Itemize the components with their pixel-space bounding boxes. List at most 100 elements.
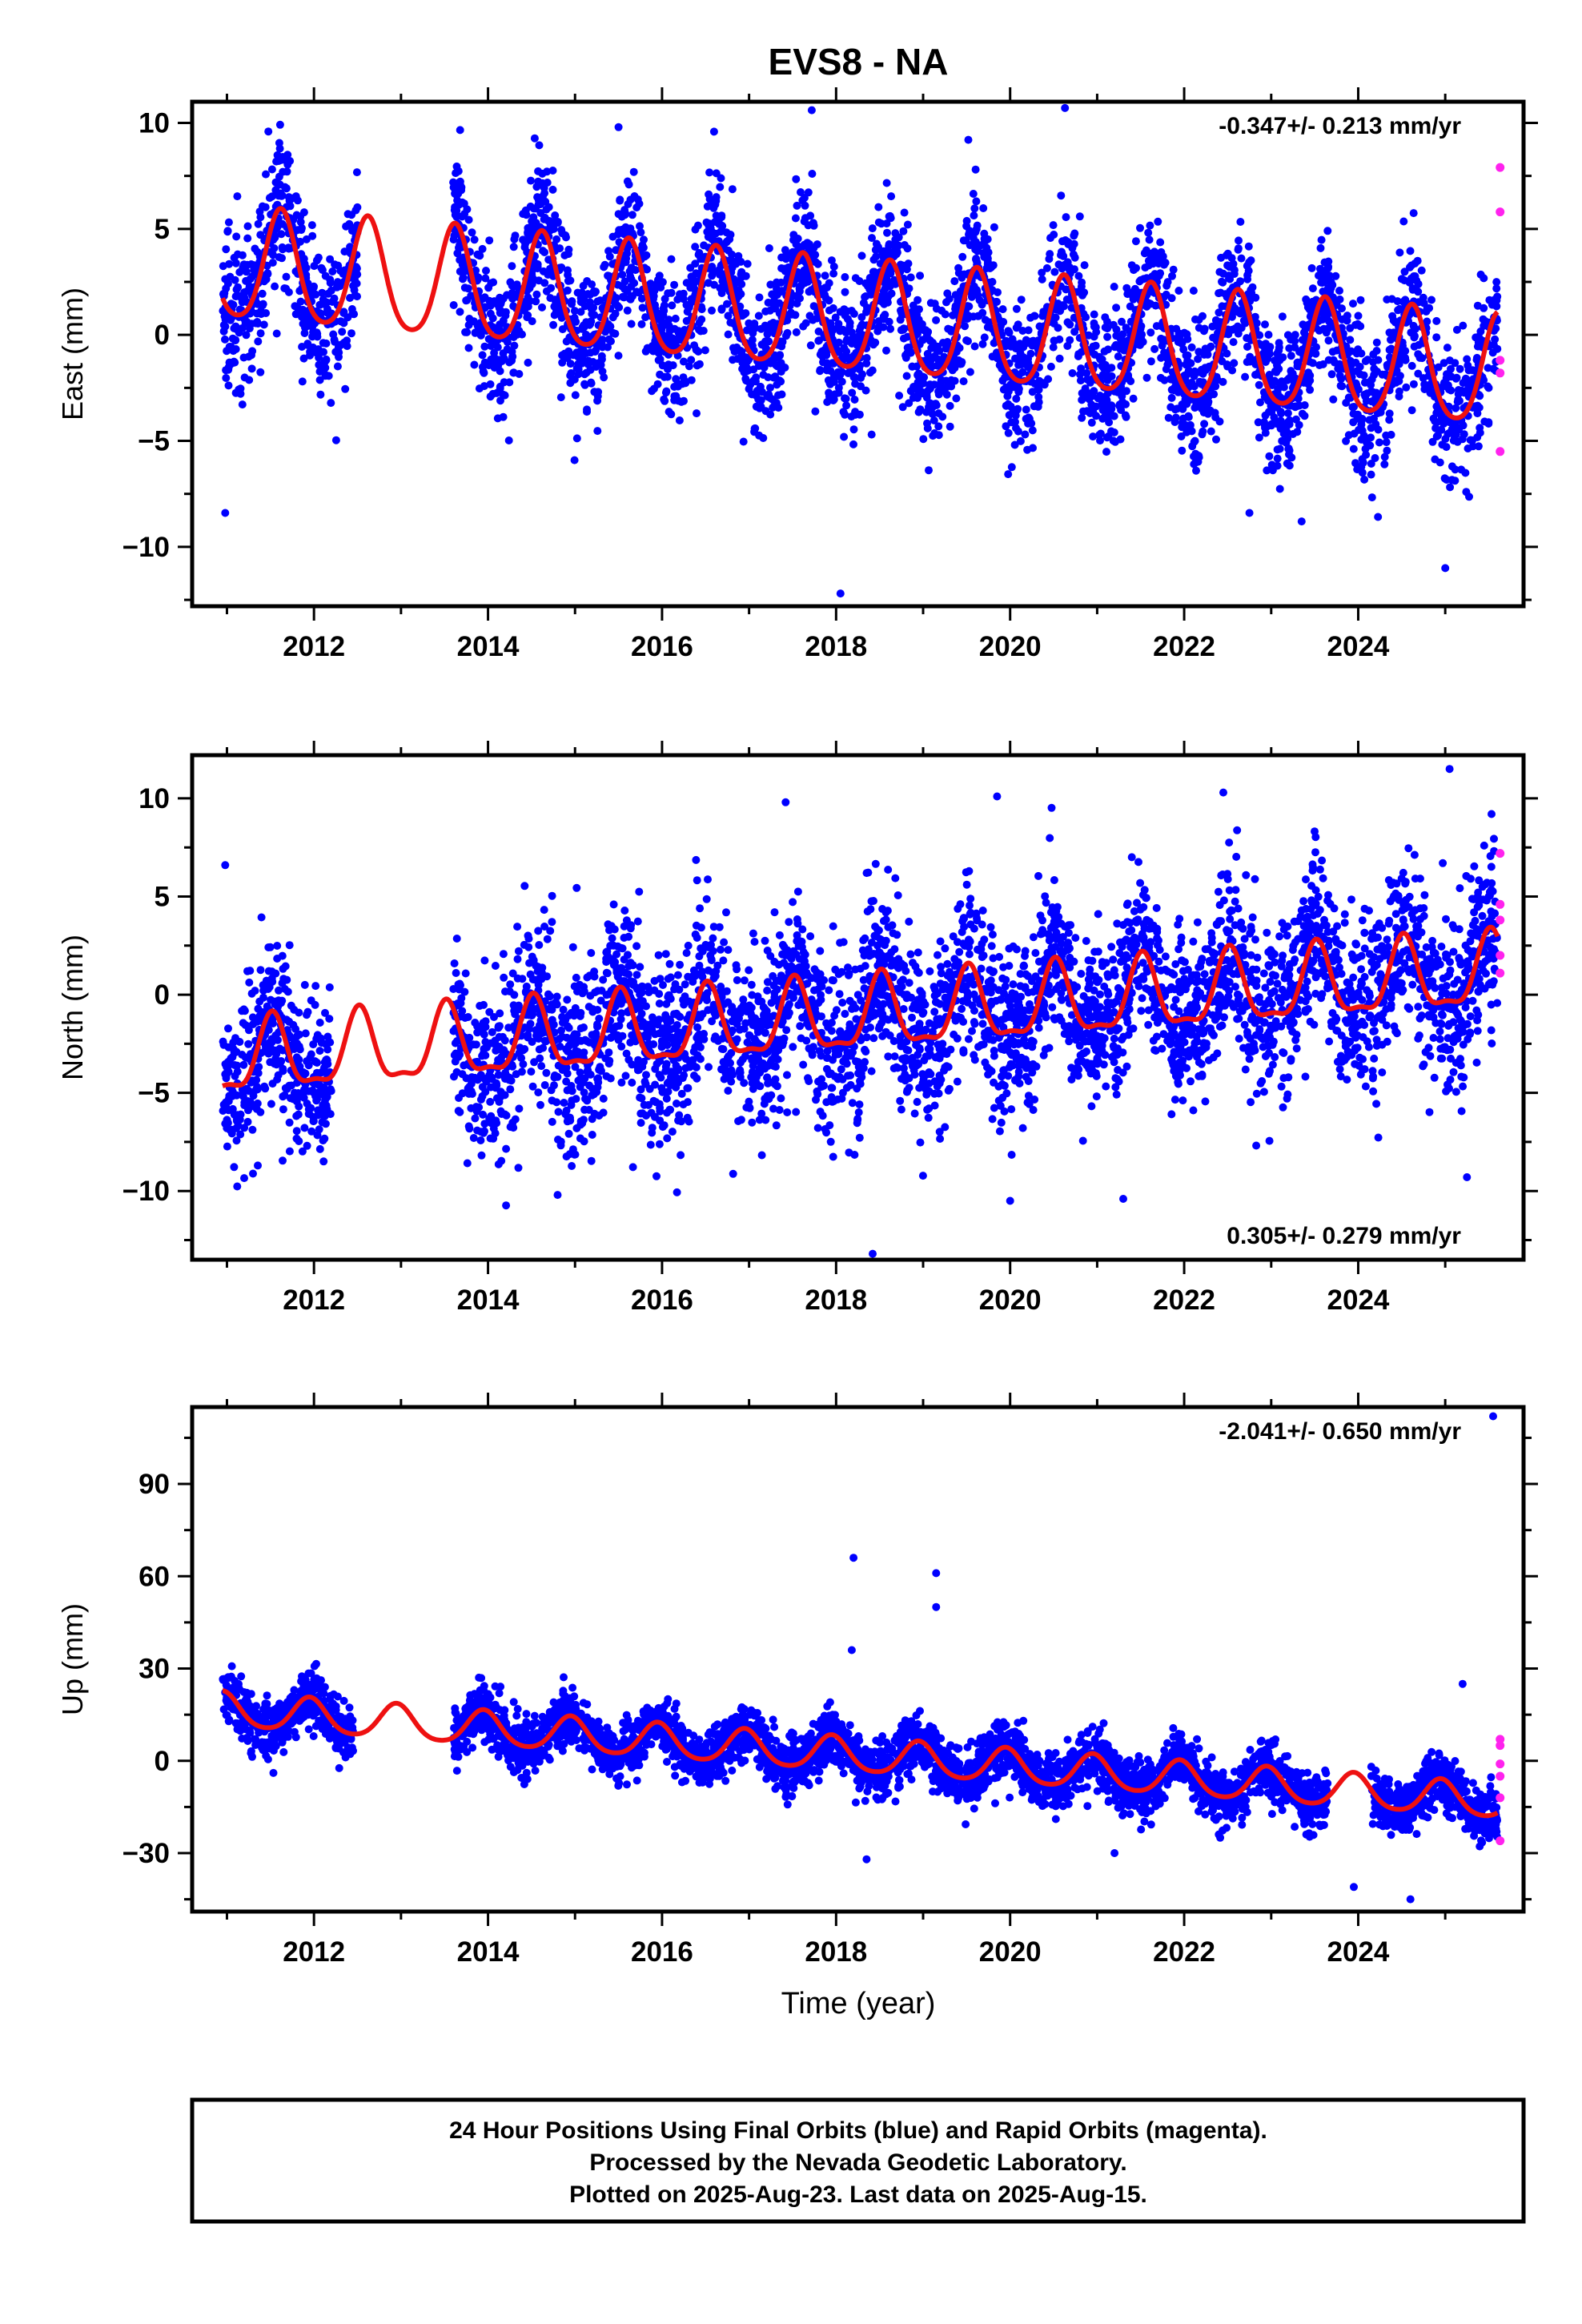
east-final-point (1011, 417, 1019, 426)
east-final-point (999, 318, 1008, 326)
east-final-point (547, 283, 556, 292)
east-final-point (934, 390, 943, 399)
north-final-point (248, 1125, 257, 1134)
east-final-point (1324, 336, 1333, 345)
east-final-point (821, 271, 829, 280)
east-final-point (1372, 338, 1381, 347)
east-final-point (1407, 406, 1416, 415)
east-final-point (1388, 312, 1397, 320)
east-final-point (764, 373, 773, 382)
east-final-point (1130, 284, 1139, 293)
east-final-point (515, 370, 524, 378)
east-final-point (861, 292, 870, 300)
east-final-point (243, 260, 251, 269)
east-final-point (998, 376, 1007, 385)
east-final-point (773, 278, 781, 287)
east-final-point (840, 432, 849, 441)
east-final-point (1397, 275, 1406, 283)
east-final-point (277, 230, 286, 239)
east-final-point (574, 365, 583, 373)
east-final-point (934, 431, 943, 440)
east-final-point (965, 302, 974, 311)
east-rapid-point (1496, 207, 1505, 217)
east-final-point (1350, 403, 1358, 411)
east-final-point (481, 274, 490, 283)
east-final-point (617, 212, 626, 221)
east-final-point (511, 231, 520, 240)
east-final-point (841, 273, 849, 281)
east-final-point (1236, 218, 1245, 226)
east-final-point (1320, 258, 1329, 267)
east-final-point (1014, 342, 1022, 351)
east-final-point (979, 204, 988, 212)
east-final-point (1435, 405, 1443, 414)
east-final-point (1200, 350, 1209, 359)
east-final-point (1317, 270, 1325, 278)
east-final-point (1042, 263, 1051, 272)
east-final-point (1104, 364, 1113, 373)
east-final-point (267, 192, 276, 201)
east-final-point (806, 211, 815, 220)
east-final-point (631, 266, 640, 275)
east-final-point (970, 238, 979, 247)
east-final-point (724, 330, 733, 339)
east-final-point (894, 241, 903, 250)
east-final-point (496, 320, 504, 329)
east-final-point (902, 372, 911, 380)
east-final-point (295, 287, 304, 296)
east-final-point (1387, 336, 1395, 344)
east-final-point (571, 391, 580, 400)
east-final-point (834, 388, 843, 397)
east-final-point (548, 167, 557, 175)
east-final-point (1255, 331, 1264, 340)
east-final-point (1003, 392, 1012, 400)
east-final-point (1110, 283, 1118, 291)
north-final-point (226, 1126, 235, 1135)
east-final-point (1207, 342, 1215, 351)
east-final-point (493, 414, 502, 423)
east-final-point (264, 127, 273, 136)
chart-title: EVS8 - NA (769, 41, 949, 82)
east-final-point (1211, 413, 1220, 421)
east-final-point (904, 259, 913, 268)
east-final-point (1370, 414, 1378, 423)
east-final-point (1139, 275, 1148, 283)
east-final-point (1105, 418, 1114, 427)
east-final-point (837, 377, 846, 386)
east-final-point (1342, 436, 1351, 445)
east-final-point (742, 326, 751, 335)
east-final-point (1076, 370, 1084, 379)
east-final-point (843, 315, 852, 324)
east-final-point (1146, 357, 1155, 366)
east-final-point (734, 286, 743, 295)
east-final-point (764, 328, 773, 336)
east-final-point (949, 311, 958, 320)
east-final-point (1104, 432, 1113, 440)
east-final-point (557, 313, 566, 322)
east-final-point (1101, 313, 1110, 322)
east-final-point (808, 170, 817, 178)
east-final-point (232, 232, 241, 241)
east-final-point (1192, 466, 1200, 475)
east-final-point (1492, 296, 1501, 304)
east-final-point (1145, 235, 1154, 244)
east-final-point (718, 222, 727, 231)
east-final-point (1054, 260, 1063, 269)
east-final-point (970, 211, 978, 220)
east-final-point (774, 391, 782, 400)
east-final-point (678, 380, 687, 388)
east-final-point (1383, 296, 1391, 304)
east-final-point (338, 328, 347, 336)
east-final-point (1082, 369, 1091, 377)
east-final-point (302, 235, 311, 243)
east-final-point (1218, 277, 1226, 286)
east-final-point (1215, 289, 1223, 298)
east-final-point (538, 179, 547, 187)
east-final-point (771, 304, 780, 313)
north-final-point (633, 917, 642, 926)
east-final-point (952, 394, 961, 403)
east-final-point (1456, 364, 1464, 373)
north-final-point (305, 1104, 314, 1112)
east-final-point (903, 220, 912, 229)
east-final-point (951, 291, 960, 300)
